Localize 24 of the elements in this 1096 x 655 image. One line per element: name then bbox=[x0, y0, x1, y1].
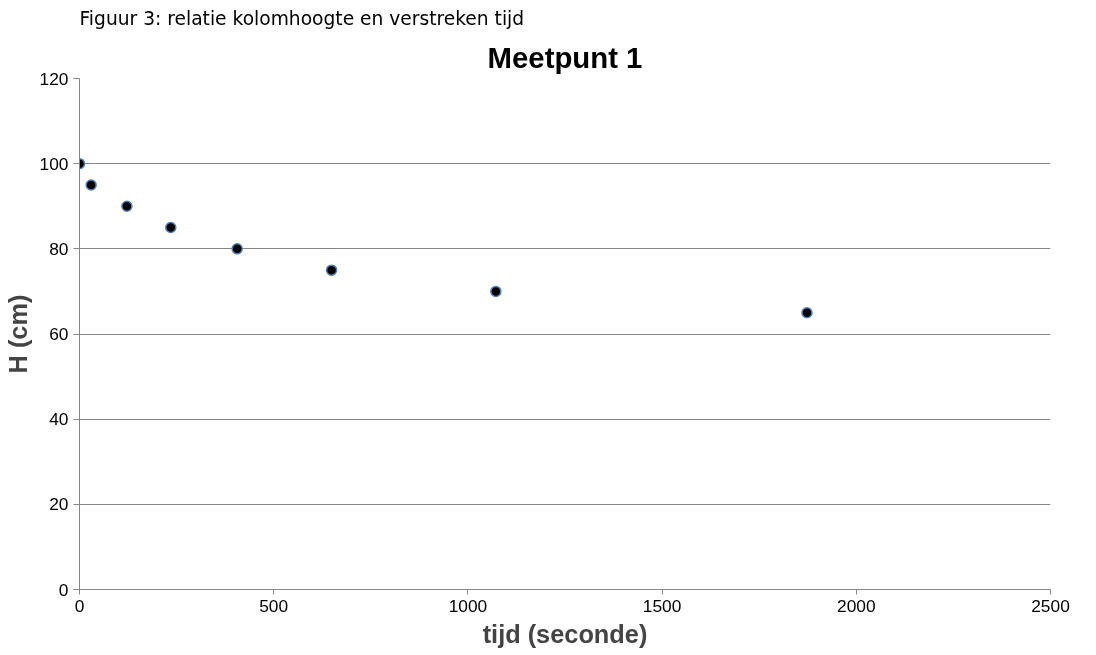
x-tick-label: 1000 bbox=[448, 595, 488, 616]
point bbox=[231, 243, 243, 255]
y-tick-label: 120 bbox=[39, 68, 69, 89]
text: Figuur 3: relatie kolomhoogte en verstreken tijd bbox=[79, 7, 525, 29]
y-tick-label: 60 bbox=[49, 324, 69, 344]
y-axis-title: H (cm) bbox=[3, 294, 32, 374]
y-tick-label: 100 bbox=[39, 153, 69, 174]
point bbox=[490, 285, 502, 298]
x-axis-title: tijd (seconde) bbox=[482, 619, 648, 648]
point bbox=[85, 179, 97, 191]
y-tick-label: 0 bbox=[58, 579, 69, 600]
point bbox=[121, 200, 133, 212]
x-tick-label: 2000 bbox=[837, 595, 876, 616]
chart-title: Meetpunt 1 bbox=[487, 40, 643, 74]
point bbox=[165, 221, 177, 234]
point bbox=[801, 306, 813, 319]
point bbox=[325, 264, 338, 276]
x-tick-label: 0 bbox=[74, 595, 85, 616]
x-tick-label: 2500 bbox=[1031, 595, 1070, 616]
x-tick-label: 500 bbox=[259, 595, 289, 616]
x-tick-label: 1500 bbox=[642, 595, 682, 616]
y-tick-label: 40 bbox=[49, 409, 69, 430]
y-tick-label: 20 bbox=[49, 494, 69, 515]
y-tick-label: 80 bbox=[49, 238, 69, 259]
